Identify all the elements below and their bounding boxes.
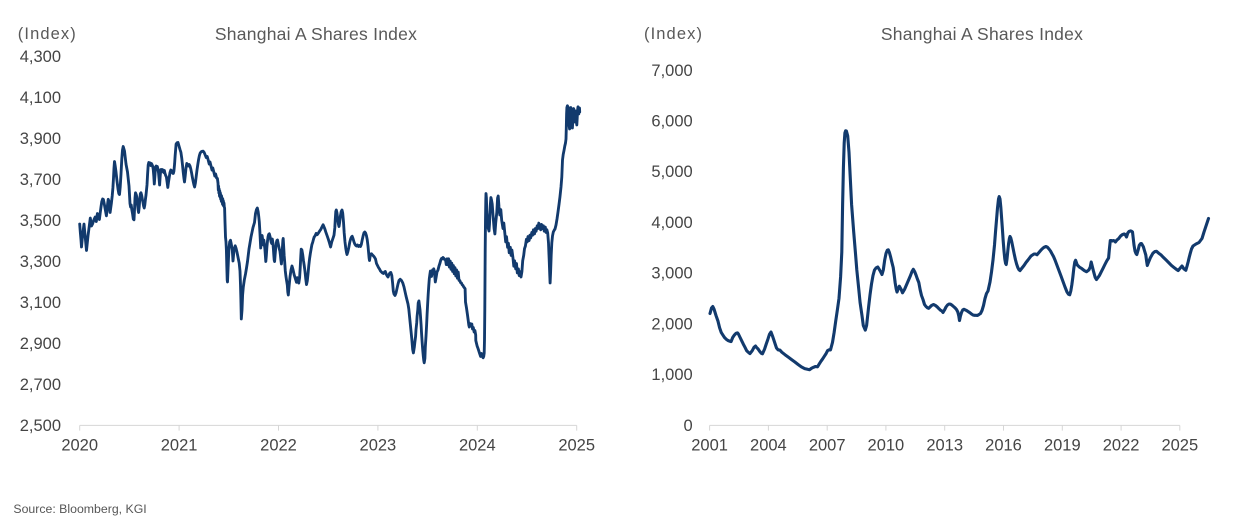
svg-text:4,000: 4,000 bbox=[651, 214, 692, 232]
svg-text:7,000: 7,000 bbox=[651, 62, 692, 80]
svg-text:6,000: 6,000 bbox=[651, 113, 692, 131]
svg-text:2022: 2022 bbox=[260, 436, 297, 454]
svg-text:2019: 2019 bbox=[1044, 436, 1081, 454]
svg-text:2,900: 2,900 bbox=[20, 335, 61, 353]
svg-text:Shanghai A Shares Index: Shanghai A Shares Index bbox=[881, 24, 1083, 44]
svg-text:2022: 2022 bbox=[1103, 436, 1140, 454]
svg-text:0: 0 bbox=[684, 417, 693, 435]
svg-text:4,300: 4,300 bbox=[20, 48, 61, 66]
svg-text:5,000: 5,000 bbox=[651, 163, 692, 181]
svg-text:3,900: 3,900 bbox=[20, 130, 61, 148]
svg-text:(Index): (Index) bbox=[644, 25, 703, 43]
svg-text:2020: 2020 bbox=[61, 436, 98, 454]
svg-text:3,700: 3,700 bbox=[20, 171, 61, 189]
svg-text:2,700: 2,700 bbox=[20, 376, 61, 394]
svg-text:2024: 2024 bbox=[459, 436, 496, 454]
svg-text:3,000: 3,000 bbox=[651, 265, 692, 283]
svg-text:2016: 2016 bbox=[985, 436, 1022, 454]
svg-text:2025: 2025 bbox=[1161, 436, 1198, 454]
svg-text:3,500: 3,500 bbox=[20, 212, 61, 230]
svg-text:1,000: 1,000 bbox=[651, 366, 692, 384]
svg-text:Source: Bloomberg, KGI: Source: Bloomberg, KGI bbox=[13, 502, 146, 516]
svg-text:(Index): (Index) bbox=[18, 25, 77, 43]
svg-text:2023: 2023 bbox=[360, 436, 397, 454]
svg-text:Shanghai A Shares Index: Shanghai A Shares Index bbox=[215, 24, 417, 44]
svg-text:4,100: 4,100 bbox=[20, 89, 61, 107]
svg-text:2021: 2021 bbox=[161, 436, 198, 454]
svg-text:2010: 2010 bbox=[868, 436, 905, 454]
svg-text:2,500: 2,500 bbox=[20, 417, 61, 435]
svg-text:2007: 2007 bbox=[809, 436, 846, 454]
svg-text:2001: 2001 bbox=[691, 436, 728, 454]
svg-text:2025: 2025 bbox=[558, 436, 595, 454]
svg-text:3,100: 3,100 bbox=[20, 294, 61, 312]
svg-text:2,000: 2,000 bbox=[651, 315, 692, 333]
svg-text:3,300: 3,300 bbox=[20, 253, 61, 271]
svg-text:2004: 2004 bbox=[750, 436, 787, 454]
svg-text:2013: 2013 bbox=[926, 436, 963, 454]
